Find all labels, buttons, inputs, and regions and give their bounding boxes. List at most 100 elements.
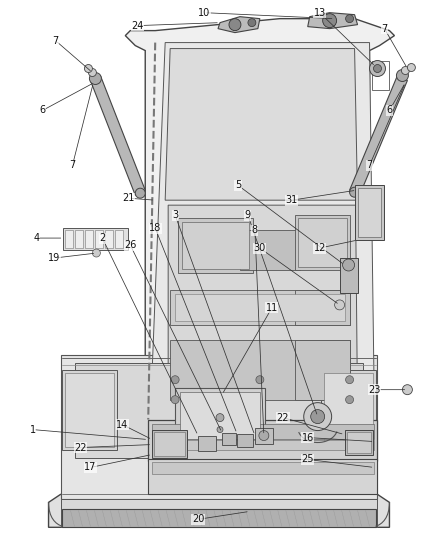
Text: 5: 5 bbox=[235, 180, 241, 190]
Polygon shape bbox=[350, 76, 407, 195]
Text: 26: 26 bbox=[124, 240, 137, 250]
Text: 24: 24 bbox=[131, 21, 144, 30]
Circle shape bbox=[85, 64, 92, 72]
Bar bbox=[148, 459, 378, 495]
Bar bbox=[60, 355, 378, 499]
Text: 8: 8 bbox=[252, 225, 258, 235]
Bar bbox=[66, 373, 114, 447]
Circle shape bbox=[403, 385, 413, 394]
Circle shape bbox=[401, 67, 410, 75]
Bar bbox=[295, 340, 350, 400]
Text: 3: 3 bbox=[172, 210, 178, 220]
Bar bbox=[355, 185, 385, 240]
Text: 31: 31 bbox=[286, 195, 298, 205]
Circle shape bbox=[304, 402, 332, 431]
Text: 12: 12 bbox=[314, 243, 326, 253]
Bar bbox=[175, 294, 345, 321]
Circle shape bbox=[343, 259, 355, 271]
Text: 16: 16 bbox=[302, 433, 314, 442]
Bar bbox=[222, 433, 236, 445]
Bar bbox=[63, 510, 375, 527]
Circle shape bbox=[346, 15, 353, 22]
Polygon shape bbox=[90, 76, 145, 195]
Bar bbox=[64, 228, 128, 250]
Text: 17: 17 bbox=[84, 463, 97, 472]
Polygon shape bbox=[165, 49, 357, 200]
Text: 11: 11 bbox=[266, 303, 278, 313]
Bar bbox=[63, 370, 117, 449]
Text: 2: 2 bbox=[99, 233, 106, 243]
Circle shape bbox=[217, 426, 223, 433]
Bar bbox=[298, 218, 346, 267]
Text: 13: 13 bbox=[314, 7, 326, 18]
Bar bbox=[152, 424, 374, 439]
Circle shape bbox=[135, 188, 145, 198]
Bar bbox=[154, 432, 185, 456]
Circle shape bbox=[256, 376, 264, 384]
Bar bbox=[339, 258, 357, 293]
Text: 22: 22 bbox=[276, 413, 289, 423]
Text: 1: 1 bbox=[29, 425, 35, 434]
Circle shape bbox=[92, 249, 100, 257]
Text: 7: 7 bbox=[367, 160, 373, 170]
Bar bbox=[152, 440, 374, 449]
Text: 21: 21 bbox=[122, 193, 134, 203]
Circle shape bbox=[171, 376, 179, 384]
Text: 22: 22 bbox=[74, 442, 87, 453]
Bar bbox=[357, 188, 381, 237]
Circle shape bbox=[346, 395, 353, 403]
Polygon shape bbox=[168, 205, 357, 410]
Bar bbox=[345, 430, 372, 455]
Text: 9: 9 bbox=[245, 210, 251, 220]
Circle shape bbox=[346, 376, 353, 384]
Text: 14: 14 bbox=[116, 419, 128, 430]
Polygon shape bbox=[308, 13, 357, 29]
Bar bbox=[106, 230, 113, 248]
Polygon shape bbox=[49, 495, 389, 527]
Circle shape bbox=[323, 14, 337, 28]
Bar bbox=[170, 340, 350, 400]
Bar bbox=[115, 230, 124, 248]
Text: 25: 25 bbox=[301, 455, 314, 464]
Text: 7: 7 bbox=[53, 36, 59, 46]
Polygon shape bbox=[218, 17, 260, 33]
Bar bbox=[324, 373, 372, 447]
Bar bbox=[198, 435, 216, 450]
Bar bbox=[152, 430, 187, 457]
Bar bbox=[152, 463, 374, 474]
Text: 23: 23 bbox=[368, 385, 381, 394]
Circle shape bbox=[396, 69, 408, 82]
Bar bbox=[175, 387, 265, 442]
Text: 6: 6 bbox=[386, 106, 392, 116]
Circle shape bbox=[259, 431, 269, 441]
Bar bbox=[66, 230, 74, 248]
Text: 19: 19 bbox=[48, 253, 60, 263]
Bar bbox=[95, 230, 103, 248]
Bar bbox=[237, 433, 253, 447]
Text: 20: 20 bbox=[192, 514, 204, 524]
Polygon shape bbox=[150, 43, 374, 419]
Circle shape bbox=[335, 300, 345, 310]
Bar bbox=[180, 392, 260, 439]
Circle shape bbox=[171, 395, 179, 403]
Circle shape bbox=[89, 72, 101, 84]
Text: 30: 30 bbox=[254, 243, 266, 253]
Circle shape bbox=[311, 410, 325, 424]
Bar bbox=[170, 290, 350, 325]
Text: 10: 10 bbox=[198, 7, 210, 18]
Text: 6: 6 bbox=[39, 106, 46, 116]
Bar bbox=[240, 230, 300, 270]
Circle shape bbox=[350, 187, 360, 197]
Bar bbox=[371, 61, 389, 91]
Bar bbox=[60, 499, 378, 527]
Text: 7: 7 bbox=[69, 160, 76, 170]
Bar bbox=[255, 427, 273, 443]
Bar bbox=[182, 222, 249, 269]
Circle shape bbox=[248, 19, 256, 27]
Circle shape bbox=[374, 64, 381, 72]
Bar bbox=[295, 215, 350, 270]
Bar bbox=[295, 290, 350, 325]
Bar bbox=[85, 230, 93, 248]
Bar bbox=[178, 218, 253, 273]
Bar bbox=[75, 230, 83, 248]
